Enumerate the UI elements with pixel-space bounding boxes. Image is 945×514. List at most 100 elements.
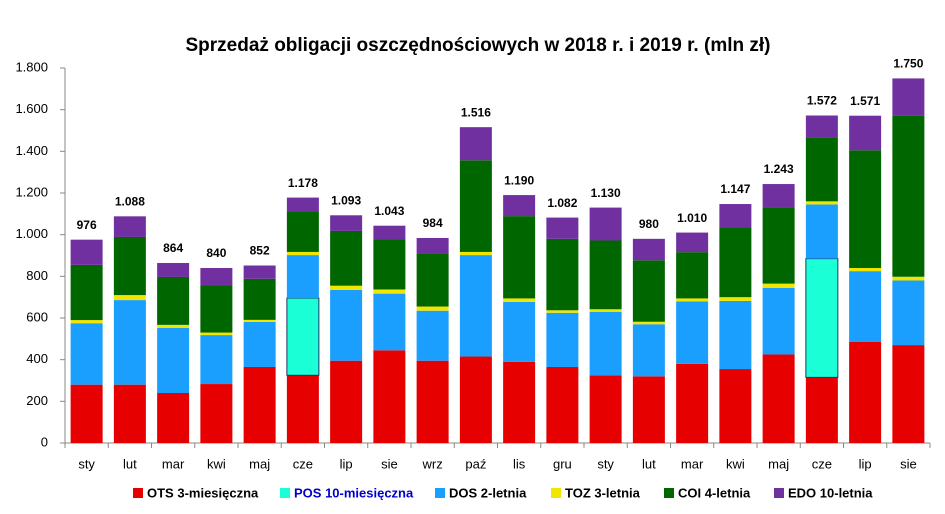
bar-segment xyxy=(849,150,882,268)
bar-segment xyxy=(459,127,492,161)
bar-segment xyxy=(676,301,709,364)
bar-segment xyxy=(70,384,103,443)
total-label: 1.572 xyxy=(807,94,837,108)
bar-segment xyxy=(503,301,536,362)
x-tick-label: lut xyxy=(123,456,137,471)
x-tick-label: lis xyxy=(513,456,526,471)
bar-segment xyxy=(632,238,665,261)
bar-segment xyxy=(503,361,536,443)
bar-segment xyxy=(805,137,838,202)
bar-segment xyxy=(719,228,752,298)
bar-segment xyxy=(762,287,795,355)
bar-segment xyxy=(157,263,190,277)
bar-segment xyxy=(719,300,752,370)
bar-segment xyxy=(416,360,449,443)
bar-segment xyxy=(373,239,406,290)
total-label: 1.178 xyxy=(288,176,318,190)
total-label: 1.082 xyxy=(547,196,577,210)
x-tick-label: sie xyxy=(900,456,917,471)
legend-label: OTS 3-miesięczna xyxy=(147,485,259,500)
bar-segment xyxy=(286,255,319,298)
x-tick-label: cze xyxy=(812,456,832,471)
bar-segment xyxy=(416,306,449,311)
bar-segment xyxy=(373,293,406,351)
x-tick-label: lip xyxy=(859,456,872,471)
bar-segment xyxy=(200,335,233,385)
bar-segment xyxy=(892,115,925,277)
y-tick-label: 600 xyxy=(26,309,48,324)
bar-segment xyxy=(200,285,233,333)
x-tick-label: sty xyxy=(597,456,614,471)
bar-segment xyxy=(632,324,665,377)
y-tick-label: 0 xyxy=(41,434,48,449)
y-tick-label: 200 xyxy=(26,393,48,408)
bar-segment xyxy=(719,204,752,228)
bar-segment xyxy=(676,252,709,299)
bar-segment xyxy=(243,265,276,279)
bar-segment xyxy=(546,238,579,311)
legend-swatch xyxy=(664,488,674,498)
y-tick-label: 1.000 xyxy=(15,226,48,241)
x-tick-label: cze xyxy=(293,456,313,471)
bar-segment xyxy=(330,289,363,361)
bar-segment xyxy=(459,251,492,256)
total-label: 852 xyxy=(250,244,270,258)
x-tick-label: gru xyxy=(553,456,572,471)
bar-segment xyxy=(762,354,795,443)
y-tick-label: 1.400 xyxy=(15,143,48,158)
bar-segment xyxy=(373,289,406,294)
bar-segment xyxy=(459,356,492,443)
bar-segment xyxy=(589,375,622,443)
total-label: 1.043 xyxy=(374,204,404,218)
bar-segment xyxy=(849,268,882,272)
y-tick-label: 800 xyxy=(26,268,48,283)
bar-segment xyxy=(373,225,406,240)
bar-segment xyxy=(70,264,103,321)
bar-segment xyxy=(892,78,925,116)
bar-segment xyxy=(805,115,838,138)
x-tick-label: lip xyxy=(340,456,353,471)
bar-segment xyxy=(243,366,276,443)
bar-segment xyxy=(286,197,319,212)
bar-segment xyxy=(719,369,752,443)
bar-segment xyxy=(113,236,146,296)
bar-segment xyxy=(546,312,579,367)
bar-segment xyxy=(762,184,795,208)
bar-segment xyxy=(243,319,276,322)
bar-segment xyxy=(157,393,190,443)
x-tick-label: sie xyxy=(381,456,398,471)
bar-segment xyxy=(200,384,233,443)
bar-segment xyxy=(70,320,103,324)
total-label: 840 xyxy=(206,246,226,260)
bar-segment xyxy=(286,375,319,443)
bar-segment xyxy=(589,311,622,376)
bar-segment xyxy=(892,345,925,443)
x-tick-label: wrz xyxy=(422,456,443,471)
bar-segment xyxy=(330,285,363,290)
total-label: 1.010 xyxy=(677,211,707,225)
bar-segment xyxy=(157,324,190,328)
legend-swatch xyxy=(774,488,784,498)
legend-label: EDO 10-letnia xyxy=(788,485,873,500)
bar-segment xyxy=(546,310,579,313)
legend-label: COI 4-letnia xyxy=(678,485,751,500)
x-tick-label: mar xyxy=(681,456,704,471)
bar-segment xyxy=(200,332,233,336)
bar-segment xyxy=(200,268,233,286)
bar-segment xyxy=(243,321,276,367)
bar-segment xyxy=(805,258,839,378)
total-label: 1.190 xyxy=(504,173,534,187)
bar-segment xyxy=(589,240,622,310)
x-tick-label: maj xyxy=(249,456,270,471)
bar-segment xyxy=(416,238,449,254)
bar-segment xyxy=(157,328,190,393)
bar-segment xyxy=(503,216,536,299)
y-tick-label: 400 xyxy=(26,351,48,366)
bar-segment xyxy=(157,276,190,325)
legend-label: DOS 2-letnia xyxy=(449,485,527,500)
bar-segment xyxy=(676,232,709,253)
bar-segment xyxy=(459,160,492,252)
bar-segment xyxy=(330,230,363,286)
bar-segment xyxy=(503,298,536,302)
total-label: 1.147 xyxy=(720,182,750,196)
